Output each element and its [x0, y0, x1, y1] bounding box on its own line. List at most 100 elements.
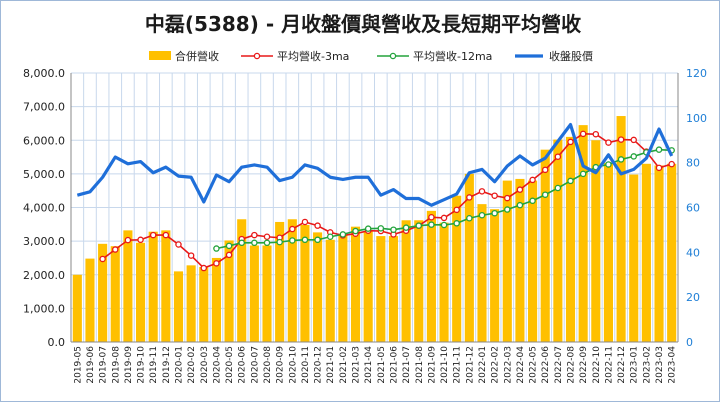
x-tick-label: 2019-07	[99, 346, 109, 384]
x-tick-label: 2023-02	[642, 346, 652, 384]
x-tick-label: 2020-04	[212, 346, 222, 384]
ma3-point	[162, 231, 170, 239]
right-tick-label: 60	[686, 202, 700, 215]
x-tick-label: 2022-12	[617, 346, 627, 384]
revenue-bar	[135, 242, 146, 342]
revenue-bar	[464, 173, 474, 342]
ma3-point	[200, 264, 208, 272]
ma3-point	[225, 251, 233, 259]
ma3-point	[251, 231, 258, 239]
ma3-point	[466, 194, 473, 201]
x-tick-label: 2022-05	[529, 346, 539, 384]
revenue-bar	[224, 240, 234, 342]
ma12-point	[605, 161, 612, 168]
left-tick-label: 2,000.0	[23, 269, 65, 282]
x-tick-label: 2020-02	[187, 346, 197, 384]
ma12-point	[529, 197, 536, 205]
left-tick-label: 8,000.0	[23, 67, 65, 80]
right-axis-ticks: 0 20 40 60 80 100 120	[686, 67, 707, 349]
ma3-point	[592, 130, 600, 138]
ma12-point	[251, 239, 258, 247]
ma3-point	[617, 136, 625, 143]
ma12-point	[579, 170, 587, 178]
x-tick-label: 2022-09	[579, 346, 589, 384]
x-tick-label: 2019-10	[137, 346, 147, 384]
revenue-bar	[110, 246, 120, 342]
ma3-point	[478, 188, 486, 195]
right-tick-label: 20	[686, 291, 700, 304]
x-tick-label: 2020-07	[250, 346, 260, 384]
series-lines	[76, 122, 675, 272]
x-tick-label: 2020-11	[301, 346, 311, 384]
revenue-bar	[439, 222, 449, 342]
legend-label: 合併營收	[175, 49, 219, 63]
ma12-point	[314, 236, 321, 244]
revenue-bar	[426, 210, 436, 342]
ma12-point	[541, 191, 549, 198]
legend-label: 平均營收-12ma	[413, 49, 492, 63]
ma12-point	[390, 226, 397, 233]
x-tick-label: 2021-10	[440, 346, 450, 384]
ma12-point	[352, 227, 359, 235]
right-tick-label: 40	[686, 246, 700, 259]
left-tick-label: 6,000.0	[23, 134, 65, 147]
x-tick-label: 2019-12	[162, 346, 172, 384]
ma3-point	[655, 164, 663, 172]
ma3-point	[579, 130, 587, 138]
ma12-point	[415, 222, 423, 229]
ma3-point	[529, 176, 536, 184]
ma3-point	[516, 186, 524, 193]
ma12-point	[554, 184, 562, 192]
ma3-point	[428, 214, 435, 221]
x-tick-label: 2020-03	[200, 346, 210, 384]
ma12-point	[516, 201, 524, 209]
x-tick-label: 2019-11	[149, 346, 159, 384]
legend-swatch-revenue	[149, 51, 171, 60]
x-tick-label: 2022-04	[516, 346, 526, 384]
ma3-line	[102, 133, 672, 269]
ma12-point	[238, 239, 245, 247]
ma3-point	[567, 138, 574, 146]
x-tick-label: 2020-06	[238, 346, 248, 384]
ma3-point	[440, 214, 448, 222]
left-tick-label: 5,000.0	[23, 168, 65, 181]
x-tick-label: 2020-10	[288, 346, 298, 384]
ma3-point	[187, 252, 195, 259]
legend-swatch-marker	[389, 52, 397, 60]
ma12-point	[326, 233, 334, 241]
revenue-bar	[603, 162, 614, 342]
x-tick-label: 2021-11	[453, 346, 463, 384]
legend-label: 平均營收-3ma	[277, 49, 349, 63]
revenue-bar	[161, 230, 171, 342]
ma12-point	[402, 224, 410, 231]
revenue-bar	[237, 219, 247, 342]
left-axis-ticks: 0.0 1,000.0 2,000.0 3,000.0 4,000.0 5,000.0 6,…	[23, 67, 65, 349]
revenue-bar	[667, 163, 677, 342]
revenue-bar	[641, 163, 651, 342]
legend: 合併營收 平均營收-3ma 平均營收-12ma 收盤股價	[149, 49, 593, 63]
price-line	[76, 122, 674, 207]
x-tick-label: 2019-08	[111, 346, 121, 384]
revenue-bar	[540, 149, 550, 342]
x-tick-label: 2021-02	[339, 346, 349, 384]
revenue-bar	[186, 265, 196, 342]
x-tick-label: 2023-04	[668, 346, 678, 384]
revenue-bar	[502, 180, 512, 342]
x-tick-label: 2020-09	[276, 346, 286, 384]
ma12-point	[364, 225, 372, 232]
revenue-bar	[262, 245, 272, 342]
revenue-bar	[72, 274, 82, 342]
ma3-point	[124, 236, 132, 244]
ma3-point	[453, 206, 460, 214]
x-tick-label: 2021-08	[415, 346, 425, 384]
x-tick-label: 2022-07	[554, 346, 564, 384]
x-tick-label: 2021-04	[364, 346, 374, 384]
left-tick-label: 4,000.0	[23, 202, 65, 215]
ma12-point	[339, 231, 347, 238]
ma12-point	[289, 237, 296, 244]
ma12-point	[453, 220, 460, 227]
revenue-bar	[211, 257, 221, 342]
revenue-bar	[313, 232, 323, 342]
revenue-bar	[414, 220, 424, 342]
ma12-point	[440, 221, 448, 229]
